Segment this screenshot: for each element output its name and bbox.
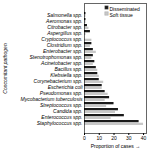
- svg-text:Bacillus spp.: Bacillus spp.: [54, 65, 83, 72]
- svg-text:Candida spp.: Candida spp.: [53, 107, 83, 114]
- svg-text:20: 20: [111, 135, 117, 141]
- svg-text:Pseudomonas spp.: Pseudomonas spp.: [39, 89, 83, 96]
- svg-text:Corynebacterium spp.: Corynebacterium spp.: [33, 77, 83, 84]
- svg-text:Aspergillus spp.: Aspergillus spp.: [47, 29, 83, 36]
- svg-text:Acinetobacter spp.: Acinetobacter spp.: [41, 59, 83, 66]
- svg-text:Enterococcus spp.: Enterococcus spp.: [41, 113, 83, 120]
- svg-text:Stenotrophomonas spp.: Stenotrophomonas spp.: [29, 53, 83, 60]
- svg-text:Aeromonas spp.: Aeromonas spp.: [46, 17, 83, 24]
- svg-text:Enterobacter spp.: Enterobacter spp.: [43, 47, 83, 54]
- svg-text:Concomitant pathogen: Concomitant pathogen: [2, 43, 8, 94]
- svg-text:Cryptococcus spp.: Cryptococcus spp.: [41, 35, 83, 42]
- svg-text:Mycobacterium tuberculosis: Mycobacterium tuberculosis: [20, 95, 83, 102]
- svg-text:Disseminated: Disseminated: [109, 6, 140, 13]
- svg-text:40: 40: [141, 135, 147, 141]
- svg-text:30: 30: [126, 135, 132, 141]
- svg-text:Staphylococcus spp.: Staphylococcus spp.: [37, 120, 83, 126]
- svg-text:Klebsiella spp.: Klebsiella spp.: [50, 71, 83, 78]
- svg-text:Streptococcus spp.: Streptococcus spp.: [40, 101, 83, 108]
- svg-text:Escherichia coli: Escherichia coli: [47, 83, 83, 90]
- svg-text:Proportion of cases →: Proportion of cases →: [91, 143, 140, 149]
- svg-text:Citrobacter spp.: Citrobacter spp.: [47, 23, 83, 30]
- svg-text:Clostridium spp.: Clostridium spp.: [46, 41, 83, 48]
- svg-text:0: 0: [83, 135, 86, 141]
- svg-text:10: 10: [96, 135, 102, 141]
- svg-text:Soft tissue: Soft tissue: [110, 12, 134, 18]
- svg-text:Salmonella spp.: Salmonella spp.: [46, 11, 83, 18]
